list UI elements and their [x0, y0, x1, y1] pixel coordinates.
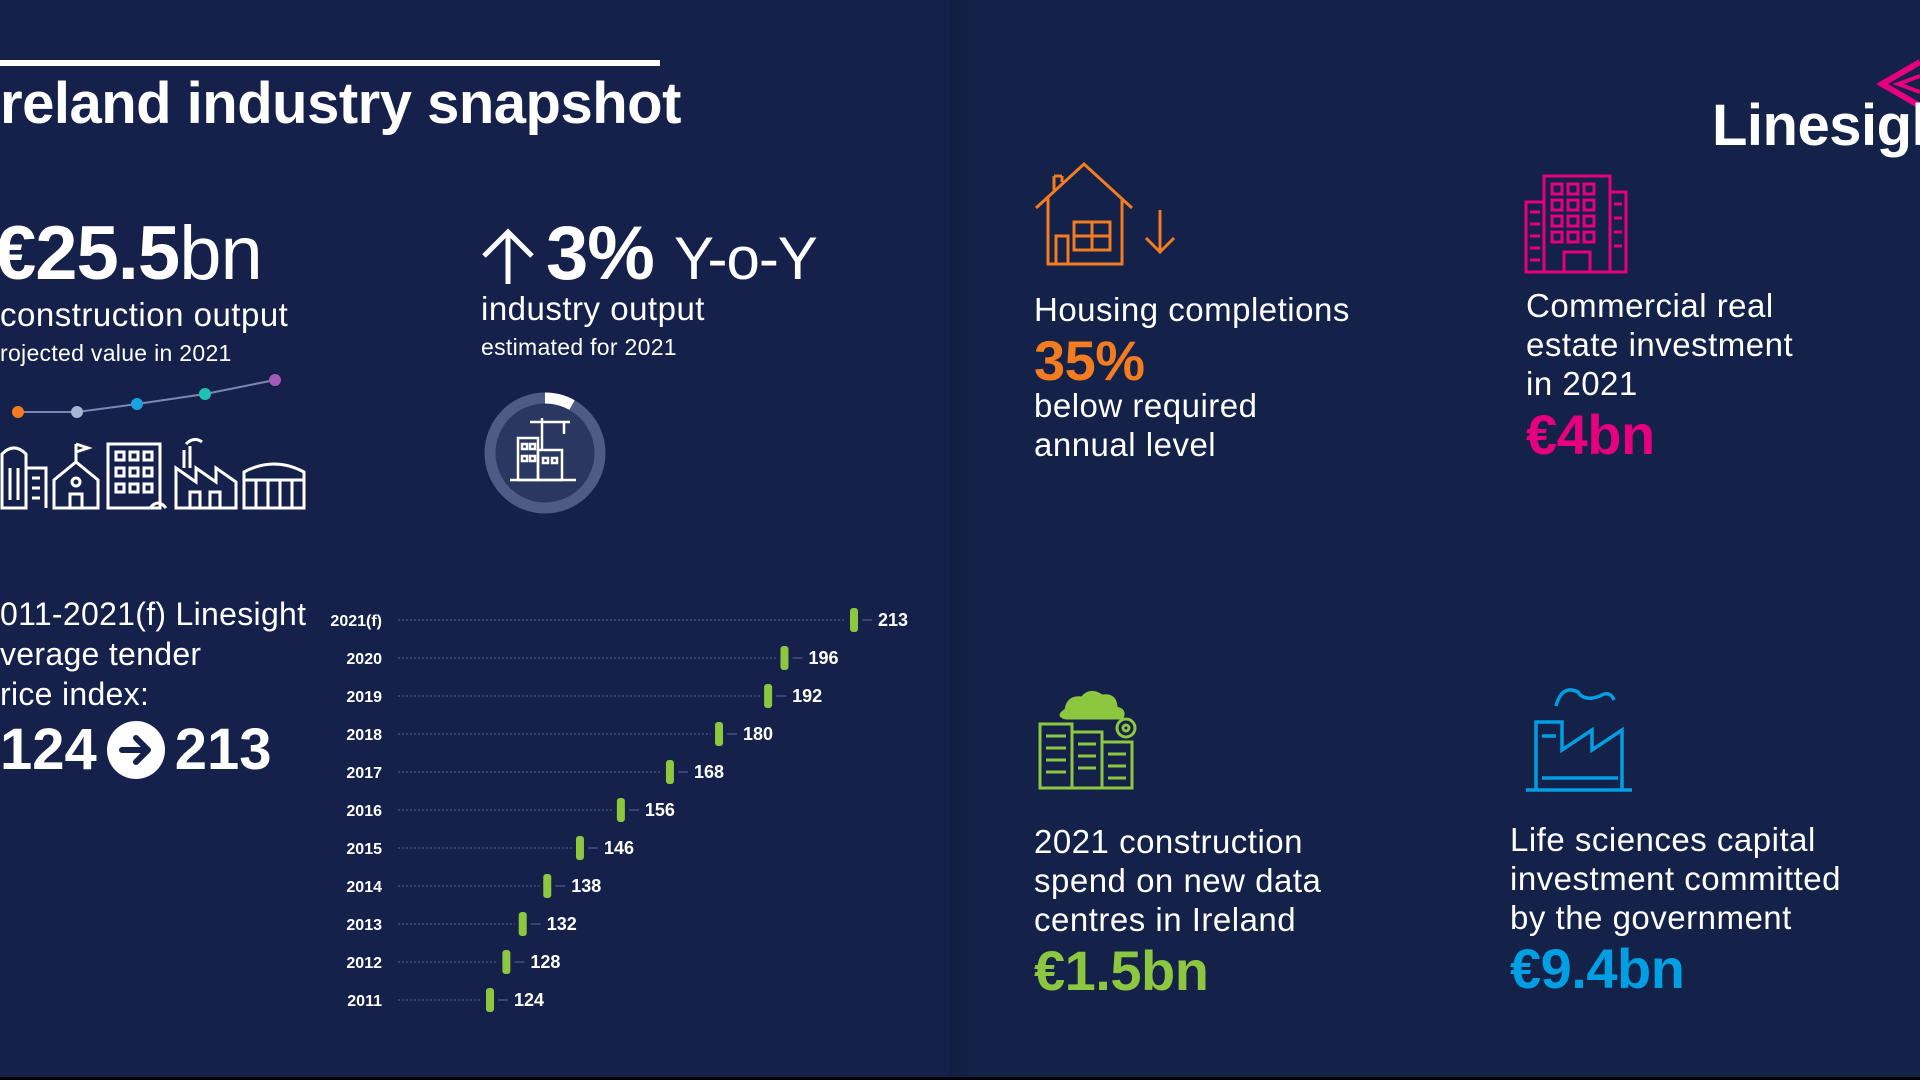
- housing-sub-line: below required: [1034, 387, 1258, 424]
- arrow-right-icon: [106, 720, 165, 779]
- life-sciences-title-line: by the government: [1510, 899, 1792, 936]
- industry-output-label: industry output: [481, 290, 705, 327]
- year-tick-label: 2012: [346, 955, 382, 972]
- index-marker: [850, 608, 858, 632]
- construction-output-label: construction output: [0, 296, 289, 333]
- office-towers-icon: [0, 446, 48, 510]
- sector-icons: [0, 437, 306, 510]
- right-panel: [956, 0, 1920, 1077]
- warehouse-icon: [242, 462, 306, 510]
- tpi-end-value: 213: [174, 717, 272, 782]
- factory-icon: [1526, 688, 1632, 792]
- school-icon: [52, 442, 100, 510]
- commercial-value: €4bn: [1526, 403, 1655, 466]
- tpi-label-line: 011-2021(f) Linesight: [0, 596, 307, 632]
- index-value-label: 168: [694, 762, 724, 782]
- index-value-label: 138: [571, 876, 601, 896]
- data-centres-value: €1.5bn: [1034, 939, 1209, 1002]
- index-marker: [616, 798, 625, 822]
- year-tick-label: 2021(f): [330, 613, 382, 630]
- linesight-logo: Linesigh: [1712, 93, 1920, 158]
- construction-output-value: €25.5bn: [0, 210, 263, 297]
- industry-output-sublabel: estimated for 2021: [481, 334, 677, 360]
- index-marker: [780, 646, 789, 670]
- year-tick-label: 2013: [346, 917, 382, 934]
- office-building-icon: [1524, 174, 1628, 274]
- index-value-label: 196: [808, 648, 838, 668]
- data-centre-icon: [1038, 691, 1137, 790]
- life-sciences-title-line: Life sciences capital: [1510, 821, 1816, 858]
- index-marker: [543, 874, 552, 898]
- index-marker: [575, 836, 584, 860]
- tender-price-chart: 2021(f) 213 2020 196 2019 192 2018 180 2017 168 20…: [330, 608, 908, 1012]
- factory-icon: [174, 437, 238, 510]
- index-value-label: 156: [645, 800, 675, 820]
- year-tick-label: 2016: [346, 803, 382, 820]
- linesight-logo-mark: [1876, 59, 1920, 109]
- panel-divider: [950, 0, 972, 1077]
- tpi-start-value: 124: [0, 717, 97, 782]
- commercial-title-line: estate investment: [1526, 326, 1794, 363]
- housing-title: Housing completions: [1034, 291, 1350, 328]
- title-rule: [0, 60, 660, 66]
- house-down-icon: [1034, 161, 1176, 266]
- data-centres-title: 2021 construction spend on new data cent…: [1034, 822, 1321, 939]
- life-sciences-title: Life sciences capital investment committ…: [1510, 820, 1841, 937]
- arrow-up-icon: [482, 228, 534, 284]
- tender-price-index-label: 011-2021(f) Linesight verage tender rice…: [0, 594, 306, 714]
- building-crane-icon: [510, 418, 576, 482]
- housing-sublabel: below required annual level: [1034, 386, 1257, 464]
- index-marker: [665, 760, 674, 784]
- industry-output-unit: Y-o-Y: [673, 225, 818, 292]
- index-value-label: 192: [792, 686, 822, 706]
- index-value-label: 213: [878, 610, 908, 630]
- index-marker: [764, 684, 773, 708]
- data-centres-title-line: spend on new data: [1034, 862, 1322, 899]
- growth-trend-icon: [12, 374, 281, 418]
- commercial-title-line: in 2021: [1526, 365, 1638, 402]
- index-value-label: 128: [530, 952, 560, 972]
- construction-output-amount: €25.5: [0, 211, 180, 296]
- year-tick-label: 2018: [346, 727, 382, 744]
- left-panel: [0, 0, 956, 1077]
- page-title: reland industry snapshot: [0, 71, 681, 136]
- commercial-title: Commercial real estate investment in 202…: [1526, 286, 1793, 403]
- progress-ring-icon: [484, 392, 606, 514]
- data-centres-title-line: 2021 construction: [1034, 823, 1304, 860]
- year-tick-label: 2017: [346, 765, 382, 782]
- index-value-label: 180: [743, 724, 773, 744]
- year-tick-label: 2015: [346, 841, 382, 858]
- housing-sub-line: annual level: [1034, 426, 1217, 463]
- year-tick-label: 2014: [346, 879, 382, 896]
- life-sciences-value: €9.4bn: [1510, 937, 1685, 1000]
- housing-value: 35%: [1034, 329, 1145, 392]
- index-marker: [715, 722, 724, 746]
- commercial-title-line: Commercial real: [1526, 287, 1774, 324]
- index-marker: [502, 950, 511, 974]
- tpi-label-line: verage tender: [0, 636, 202, 672]
- industry-output-percent: 3%: [546, 211, 655, 296]
- index-value-label: 146: [604, 838, 634, 858]
- construction-output-unit: bn: [179, 211, 263, 296]
- data-centres-title-line: centres in Ireland: [1034, 901, 1297, 938]
- year-tick-label: 2020: [346, 651, 382, 668]
- apartment-block-icon: [106, 442, 168, 510]
- bottom-bar: [0, 1077, 1920, 1080]
- index-marker: [518, 912, 527, 936]
- life-sciences-title-line: investment committed: [1510, 860, 1841, 897]
- construction-output-sublabel: rojected value in 2021: [0, 340, 232, 366]
- index-value-label: 132: [547, 914, 577, 934]
- tender-price-index-range: 124 213: [0, 716, 272, 783]
- year-tick-label: 2011: [347, 993, 382, 1010]
- tpi-label-line: rice index:: [0, 676, 150, 712]
- index-marker: [486, 988, 494, 1012]
- industry-output-value: 3% Y-o-Y: [546, 210, 818, 297]
- index-value-label: 124: [514, 990, 544, 1010]
- year-tick-label: 2019: [346, 689, 382, 706]
